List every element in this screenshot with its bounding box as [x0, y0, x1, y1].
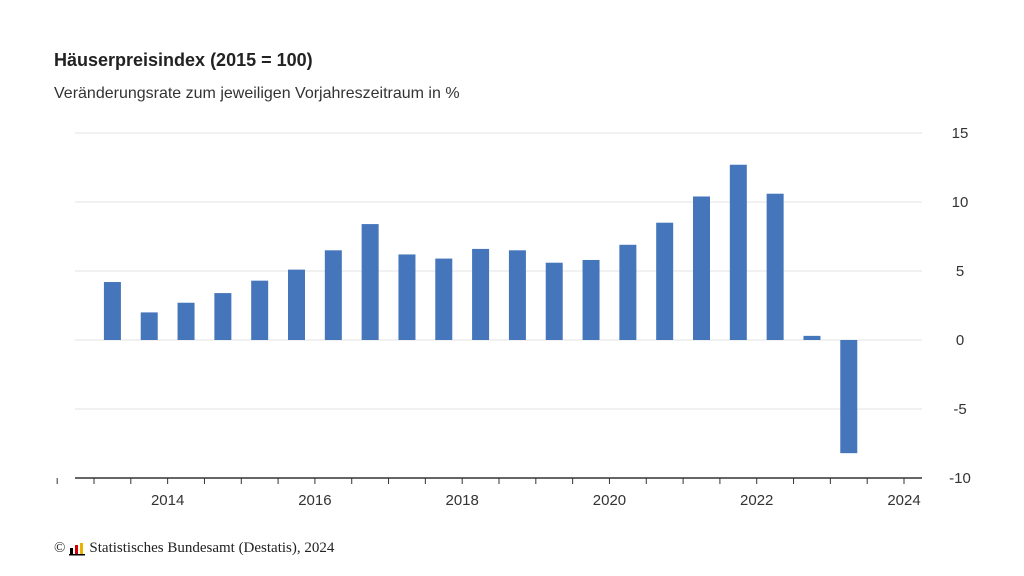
bar	[472, 248, 490, 340]
bar	[361, 224, 379, 340]
bar	[103, 282, 121, 340]
bar	[545, 262, 563, 340]
bar	[656, 222, 674, 340]
y-tick-label: -10	[949, 470, 971, 487]
bar	[214, 293, 232, 340]
bar	[766, 193, 784, 340]
chart-subtitle: Veränderungsrate zum jeweiligen Vorjahre…	[54, 85, 460, 102]
bar	[398, 254, 416, 340]
bar	[803, 335, 821, 340]
bar	[840, 340, 858, 454]
y-tick-label: 10	[952, 194, 969, 211]
y-tick-label: 15	[952, 125, 969, 142]
x-tick-label: 2020	[593, 492, 626, 509]
bar	[729, 164, 747, 340]
copyright-symbol: ©	[54, 540, 66, 556]
source-text: Statistisches Bundesamt (Destatis), 2024	[89, 540, 335, 556]
x-tick-label: 2022	[740, 492, 773, 509]
bar	[508, 250, 526, 340]
bar	[177, 302, 195, 340]
source-note: © Statistisches Bundesamt (Destatis), 20…	[54, 540, 334, 557]
y-tick-label: 0	[956, 332, 964, 349]
bar	[251, 280, 269, 340]
bar	[619, 244, 637, 340]
x-tick-label: 2016	[298, 492, 331, 509]
bar	[582, 259, 600, 340]
x-tick-label: 2018	[445, 492, 478, 509]
destatis-logo-icon	[69, 542, 86, 556]
bar	[435, 258, 453, 340]
x-tick-label: 2024	[887, 492, 920, 509]
bar	[693, 196, 710, 340]
chart-title: Häuserpreisindex (2015 = 100)	[54, 50, 313, 70]
y-tick-label: 5	[956, 263, 964, 280]
bar	[288, 269, 305, 340]
bar	[324, 250, 342, 340]
y-tick-label: -5	[953, 401, 966, 418]
x-tick-label: 2014	[151, 492, 184, 509]
bar	[140, 312, 158, 340]
